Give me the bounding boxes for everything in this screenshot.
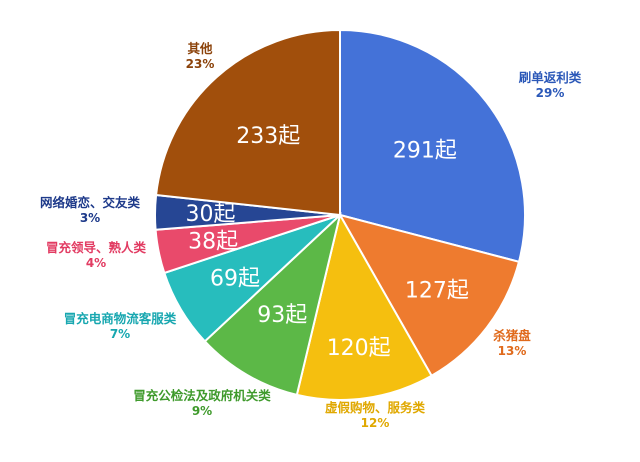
slice-category-name: 其他 [187, 41, 213, 56]
slice-count-labels: 291起 127起 120起 93起 69起 38起 30起 233起 [186, 124, 469, 361]
slice-percent-label: 29% [536, 86, 565, 100]
slice-count-label: 127起 [405, 278, 469, 303]
slice-percent-label: 23% [186, 57, 215, 71]
pie-slice [154, 28, 341, 217]
slice-category-name: 冒充公检法及政府机关类 [133, 388, 271, 403]
slice-category-name: 杀猪盘 [493, 328, 531, 343]
slice-percent-label: 4% [86, 256, 106, 270]
slice-count-label: 291起 [393, 138, 457, 163]
slice-count-label: 30起 [186, 202, 236, 227]
slice-percent-label: 7% [110, 327, 130, 341]
slice-count-label: 120起 [327, 336, 391, 361]
pie-slice [203, 211, 342, 397]
pie-slices [154, 28, 526, 401]
slice-count-label: 38起 [188, 230, 238, 255]
slice-percent-label: 12% [361, 416, 390, 430]
slice-percent-label: 13% [498, 344, 527, 358]
slice-category-name: 虚假购物、服务类 [325, 400, 426, 415]
slice-count-label: 233起 [236, 124, 300, 149]
pie-slice [295, 212, 433, 401]
slice-count-label: 69起 [210, 266, 260, 291]
slice-percent-label: 3% [80, 211, 100, 225]
pie-slice [337, 213, 521, 378]
slice-category-name: 刷单返利类 [519, 70, 582, 85]
slice-category-name: 冒充领导、熟人类 [46, 240, 147, 255]
slice-percent-label: 9% [192, 404, 212, 418]
slice-count-label: 93起 [257, 303, 307, 328]
pie-slice [339, 28, 526, 264]
slice-category-name: 冒充电商物流客服类 [64, 311, 177, 326]
slice-category-name: 网络婚恋、交友类 [40, 195, 141, 210]
